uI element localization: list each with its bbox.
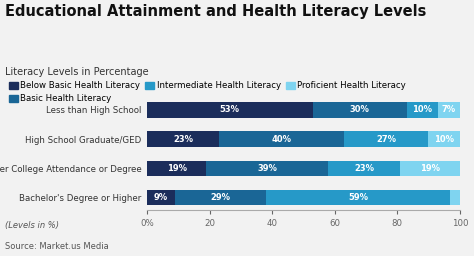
Text: 23%: 23% (173, 135, 193, 144)
Text: 39%: 39% (257, 164, 277, 173)
Bar (450, 190, 460, 205)
Bar (428, 132, 460, 147)
Text: 7%: 7% (442, 105, 456, 114)
Bar (147, 132, 219, 147)
Bar (407, 102, 438, 118)
Bar (219, 132, 344, 147)
Text: 53%: 53% (220, 105, 240, 114)
Text: Source: Market.us Media: Source: Market.us Media (5, 242, 109, 251)
Text: 10%: 10% (434, 135, 454, 144)
Bar (328, 161, 401, 176)
Text: Educational Attainment and Health Literacy Levels: Educational Attainment and Health Litera… (5, 4, 426, 19)
Text: (Levels in %): (Levels in %) (5, 221, 59, 230)
Text: Literacy Levels in Percentage: Literacy Levels in Percentage (5, 67, 148, 77)
Text: 23%: 23% (355, 164, 374, 173)
Text: 10%: 10% (412, 105, 432, 114)
Bar (147, 161, 206, 176)
Text: 40%: 40% (272, 135, 292, 144)
Text: 59%: 59% (348, 193, 368, 202)
Bar (313, 102, 407, 118)
Text: 19%: 19% (420, 164, 440, 173)
Bar (147, 102, 313, 118)
Text: 30%: 30% (350, 105, 370, 114)
Text: 27%: 27% (376, 135, 396, 144)
Bar (147, 190, 175, 205)
Bar (344, 132, 428, 147)
Text: 29%: 29% (210, 193, 230, 202)
Bar (401, 161, 460, 176)
Bar (266, 190, 450, 205)
Bar (175, 190, 266, 205)
Bar (438, 102, 460, 118)
Legend: Below Basic Health Literacy, Basic Health Literacy, Intermediate Health Literacy: Below Basic Health Literacy, Basic Healt… (9, 81, 406, 103)
Bar (206, 161, 328, 176)
Text: 9%: 9% (154, 193, 168, 202)
Text: 19%: 19% (167, 164, 187, 173)
